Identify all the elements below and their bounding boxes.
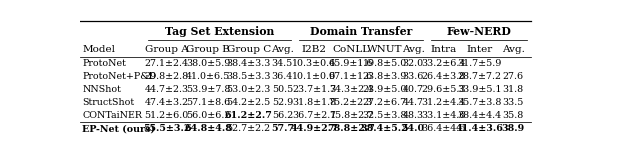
Text: 29.8±2.8: 29.8±2.8 <box>145 72 189 81</box>
Text: 61.2±2.7: 61.2±2.7 <box>225 111 273 120</box>
Text: ProtoNet: ProtoNet <box>83 59 126 68</box>
Text: 52.9: 52.9 <box>272 98 293 107</box>
Text: 29.6±5.3: 29.6±5.3 <box>421 85 466 94</box>
Text: 75.2±2.3: 75.2±2.3 <box>329 98 373 107</box>
Text: 35.7±3.8: 35.7±3.8 <box>458 98 502 107</box>
Text: 33.9±5.1: 33.9±5.1 <box>458 85 502 94</box>
Text: 27.1±2.4: 27.1±2.4 <box>145 59 189 68</box>
Text: 54.0: 54.0 <box>402 124 425 133</box>
Text: 32.5±3.8: 32.5±3.8 <box>362 111 407 120</box>
Text: Few-NERD: Few-NERD <box>447 26 512 37</box>
Text: StructShot: StructShot <box>83 98 134 107</box>
Text: 23.9±5.0: 23.9±5.0 <box>362 85 407 94</box>
Text: 35.8: 35.8 <box>502 111 524 120</box>
Text: 48.3: 48.3 <box>403 111 424 120</box>
Text: 52.7±2.2: 52.7±2.2 <box>227 124 271 133</box>
Text: 50.5: 50.5 <box>272 85 293 94</box>
Text: WNUT: WNUT <box>367 45 403 54</box>
Text: 28.7±7.2: 28.7±7.2 <box>458 72 502 81</box>
Text: 31.7±5.9: 31.7±5.9 <box>458 59 502 68</box>
Text: 23.8±3.9: 23.8±3.9 <box>362 72 407 81</box>
Text: 54.2±2.5: 54.2±2.5 <box>227 98 271 107</box>
Text: 44.7±2.3: 44.7±2.3 <box>145 85 189 94</box>
Text: 26.4±3.8: 26.4±3.8 <box>422 72 466 81</box>
Text: 74.3±2.4: 74.3±2.4 <box>329 85 373 94</box>
Text: ProtoNet+P&D: ProtoNet+P&D <box>83 72 157 81</box>
Text: Group B: Group B <box>186 45 230 54</box>
Text: Avg.: Avg. <box>502 45 524 54</box>
Text: 38.4±4.4: 38.4±4.4 <box>458 111 502 120</box>
Text: 47.4±3.2: 47.4±3.2 <box>145 98 189 107</box>
Text: Avg.: Avg. <box>271 45 294 54</box>
Text: 38.4±3.3: 38.4±3.3 <box>227 59 271 68</box>
Text: 31.8: 31.8 <box>502 85 524 94</box>
Text: 19.8±5.0: 19.8±5.0 <box>362 59 406 68</box>
Text: 75.8±2.7: 75.8±2.7 <box>329 111 373 120</box>
Text: 34.5: 34.5 <box>272 59 293 68</box>
Text: 67.1±1.6: 67.1±1.6 <box>329 72 373 81</box>
Text: 64.8±4.8: 64.8±4.8 <box>184 124 232 133</box>
Text: 32.0: 32.0 <box>403 59 424 68</box>
Text: Domain Transfer: Domain Transfer <box>310 26 412 37</box>
Text: 23.7±1.3: 23.7±1.3 <box>292 85 336 94</box>
Text: 55.5±3.2: 55.5±3.2 <box>143 124 191 133</box>
Text: I2B2: I2B2 <box>301 45 326 54</box>
Text: 40.7: 40.7 <box>403 85 424 94</box>
Text: 38.5±3.3: 38.5±3.3 <box>227 72 271 81</box>
Text: 57.7: 57.7 <box>271 124 294 133</box>
Text: 65.9±1.6: 65.9±1.6 <box>328 59 373 68</box>
Text: 38.9: 38.9 <box>502 124 525 133</box>
Text: 36.4±4.6: 36.4±4.6 <box>421 124 466 133</box>
Text: Intra: Intra <box>431 45 457 54</box>
Text: CONTaiNER: CONTaiNER <box>83 111 143 120</box>
Text: 41.4±3.6: 41.4±3.6 <box>456 124 504 133</box>
Text: 33.2±6.4: 33.2±6.4 <box>421 59 466 68</box>
Text: 10.1±0.9: 10.1±0.9 <box>292 72 336 81</box>
Text: NNShot: NNShot <box>83 85 122 94</box>
Text: 33.6: 33.6 <box>403 72 424 81</box>
Text: 38.4±5.2: 38.4±5.2 <box>361 124 408 133</box>
Text: Tag Set Extension: Tag Set Extension <box>165 26 275 37</box>
Text: 53.0±2.3: 53.0±2.3 <box>227 85 271 94</box>
Text: Model: Model <box>83 45 115 54</box>
Text: 53.9±7.8: 53.9±7.8 <box>186 85 230 94</box>
Text: 44.7: 44.7 <box>403 98 424 107</box>
Text: 44.9±2.7: 44.9±2.7 <box>290 124 338 133</box>
Text: 57.1±8.6: 57.1±8.6 <box>186 98 230 107</box>
Text: Inter: Inter <box>467 45 493 54</box>
Text: 31.8±1.8: 31.8±1.8 <box>292 98 336 107</box>
Text: 78.8±2.7: 78.8±2.7 <box>327 124 375 133</box>
Text: 41.0±6.5: 41.0±6.5 <box>186 72 230 81</box>
Text: 33.5: 33.5 <box>502 98 524 107</box>
Text: 10.3±0.4: 10.3±0.4 <box>292 59 336 68</box>
Text: 36.4: 36.4 <box>272 72 293 81</box>
Text: 56.2: 56.2 <box>272 111 293 120</box>
Text: EP-Net (ours): EP-Net (ours) <box>83 124 156 133</box>
Text: 33.1±4.6: 33.1±4.6 <box>421 111 466 120</box>
Text: 38.0±5.9: 38.0±5.9 <box>186 59 230 68</box>
Text: 36.7±2.1: 36.7±2.1 <box>292 111 336 120</box>
Text: CoNLL: CoNLL <box>332 45 369 54</box>
Text: 27.6: 27.6 <box>502 72 524 81</box>
Text: Avg.: Avg. <box>402 45 425 54</box>
Text: 51.2±6.0: 51.2±6.0 <box>145 111 189 120</box>
Text: 27.2±6.7: 27.2±6.7 <box>362 98 406 107</box>
Text: Group C: Group C <box>227 45 271 54</box>
Text: Group A: Group A <box>145 45 189 54</box>
Text: 56.0±6.2: 56.0±6.2 <box>186 111 230 120</box>
Text: 31.2±4.4: 31.2±4.4 <box>422 98 466 107</box>
